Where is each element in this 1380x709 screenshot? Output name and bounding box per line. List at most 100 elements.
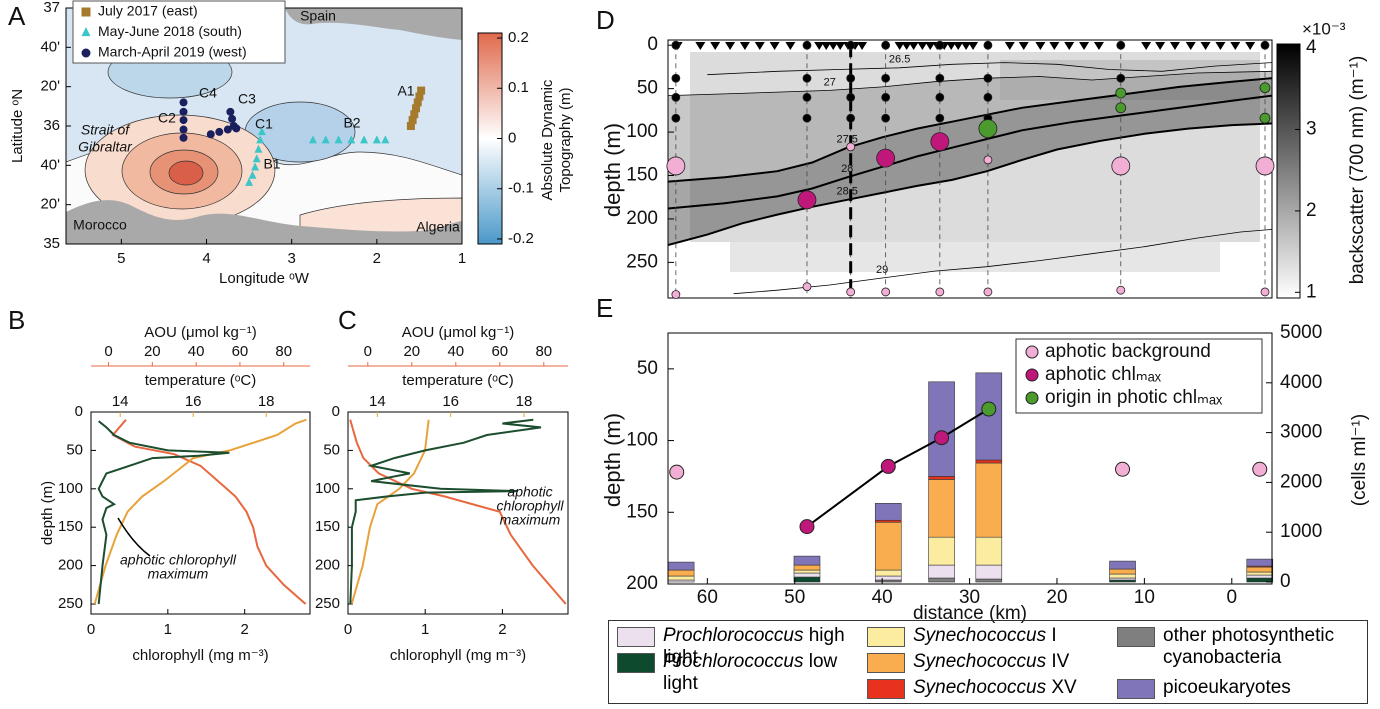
- colorbar-tick-label: 1: [1306, 281, 1317, 302]
- colorbar-label: backscatter (700 nm) (m⁻¹): [1347, 56, 1368, 285]
- legend-marker: [81, 7, 91, 17]
- sample-point: [846, 73, 856, 83]
- profile-line: [97, 420, 230, 605]
- sample-point: [1260, 287, 1270, 297]
- annotation: maximum: [500, 512, 561, 528]
- profile-marker: [1185, 42, 1196, 50]
- sample-point: [671, 73, 681, 83]
- colorbar-exponent: ×10⁻³: [1302, 19, 1346, 38]
- plot-frame: [90, 411, 311, 615]
- profile-line: [111, 419, 307, 605]
- legend-swatch: [867, 627, 905, 647]
- legend-swatch: [867, 653, 905, 673]
- bar-segment: [975, 462, 1003, 538]
- x3-tick-label: 20: [403, 343, 420, 360]
- y-tick-label: 50: [637, 358, 658, 379]
- panel-label: B: [8, 305, 25, 335]
- x-tick-label: 4: [202, 250, 210, 267]
- annotation-arrow: [117, 517, 151, 557]
- colorbar-tick-label: -0.1: [508, 180, 534, 197]
- sample-point: [846, 287, 856, 297]
- legend-marker: [1025, 368, 1039, 382]
- sample-point: [881, 40, 891, 50]
- profile-marker: [901, 42, 912, 50]
- profile-marker: [953, 42, 964, 50]
- bar-segment: [1246, 571, 1274, 576]
- legend-item: Synechococcus IV: [867, 651, 1115, 673]
- x3-tick-label: 80: [275, 343, 292, 360]
- x2-tick-label: 18: [258, 393, 275, 410]
- x-tick-label: 0: [344, 621, 352, 638]
- x-tick-label: 2: [498, 621, 506, 638]
- y-tick-label: 200: [626, 573, 658, 594]
- y-tick-label: 100: [626, 121, 658, 142]
- sample-point: [881, 287, 891, 297]
- bar-segment: [928, 476, 955, 480]
- bar-segment: [1109, 568, 1136, 575]
- place-label: Gibraltar: [78, 139, 133, 155]
- profile-marker: [857, 42, 868, 50]
- station-point: [334, 135, 343, 144]
- sample-point: [881, 92, 891, 102]
- x2-axis-label: temperature (ᵒC): [145, 372, 257, 389]
- legend-label: Synechococcus IV: [913, 651, 1070, 672]
- legend-label: other photosynthetic cyanobacteria: [1163, 625, 1335, 668]
- sample-point: [1111, 156, 1131, 176]
- bar-segment: [667, 575, 695, 581]
- y-axis-label: Latitude ᵒN: [9, 89, 26, 163]
- x3-tick-label: 20: [144, 343, 161, 360]
- x3-tick-label: 40: [188, 343, 205, 360]
- sample-point: [1116, 40, 1126, 50]
- profile-marker: [821, 42, 832, 50]
- station-point: [215, 127, 224, 136]
- bar-segment: [1246, 574, 1274, 579]
- sample-point: [930, 132, 950, 152]
- y2-tick-label: 2000: [1280, 471, 1322, 492]
- station-point: [406, 122, 415, 130]
- legend-label: Synechococcus XV: [913, 677, 1077, 698]
- sample-point: [935, 92, 945, 102]
- sample-point: [846, 113, 856, 123]
- sample-point: [802, 282, 812, 292]
- place-label: Morocco: [73, 217, 127, 233]
- y2-tick-label: 3000: [1280, 422, 1322, 443]
- sample-point: [1116, 285, 1126, 295]
- station-point: [179, 133, 188, 142]
- y-tick-label: 20': [40, 78, 60, 95]
- x-tick-label: 1: [164, 621, 172, 638]
- x-tick-label: 3: [288, 250, 296, 267]
- station-point: [413, 98, 422, 107]
- isopycnal-label: 26.5: [889, 54, 910, 66]
- colorbar: [1276, 43, 1301, 299]
- sample-point: [935, 113, 945, 123]
- bar-segment: [928, 381, 955, 477]
- legend-marker: [1025, 391, 1039, 405]
- station-point: [206, 130, 215, 139]
- profile-marker: [1035, 42, 1046, 50]
- x3-tick-label: 40: [447, 343, 464, 360]
- colorbar-tick-label: 3: [1306, 118, 1317, 139]
- legend-label: aphotic chlₘₐₓ: [1045, 364, 1162, 385]
- bar-segment: [874, 569, 902, 577]
- sample-point: [935, 40, 945, 50]
- legend-label: May-June 2018 (south): [98, 23, 242, 39]
- x3-tick-label: 60: [491, 343, 508, 360]
- station-point: [252, 154, 261, 163]
- x3-tick-label: 0: [104, 343, 112, 360]
- station-label: A1: [397, 83, 414, 99]
- station-label: C3: [238, 91, 256, 107]
- bar-segment: [793, 572, 821, 578]
- y-tick-label: 100: [58, 480, 83, 497]
- annotation: chlorophyll: [497, 498, 565, 514]
- sample-point: [1260, 40, 1270, 50]
- isopycnal-label: 28.5: [836, 186, 857, 198]
- bar-segment: [975, 536, 1003, 566]
- sample-point: [1259, 112, 1271, 124]
- profile-marker: [1155, 42, 1166, 50]
- colorbar-label: Topography (m): [557, 87, 574, 192]
- profile-marker: [1079, 42, 1090, 50]
- sample-point: [1115, 461, 1131, 477]
- y-axis-label: depth (m): [600, 413, 625, 507]
- y-tick-label: 100: [315, 480, 340, 497]
- isopycnal: [668, 94, 1272, 210]
